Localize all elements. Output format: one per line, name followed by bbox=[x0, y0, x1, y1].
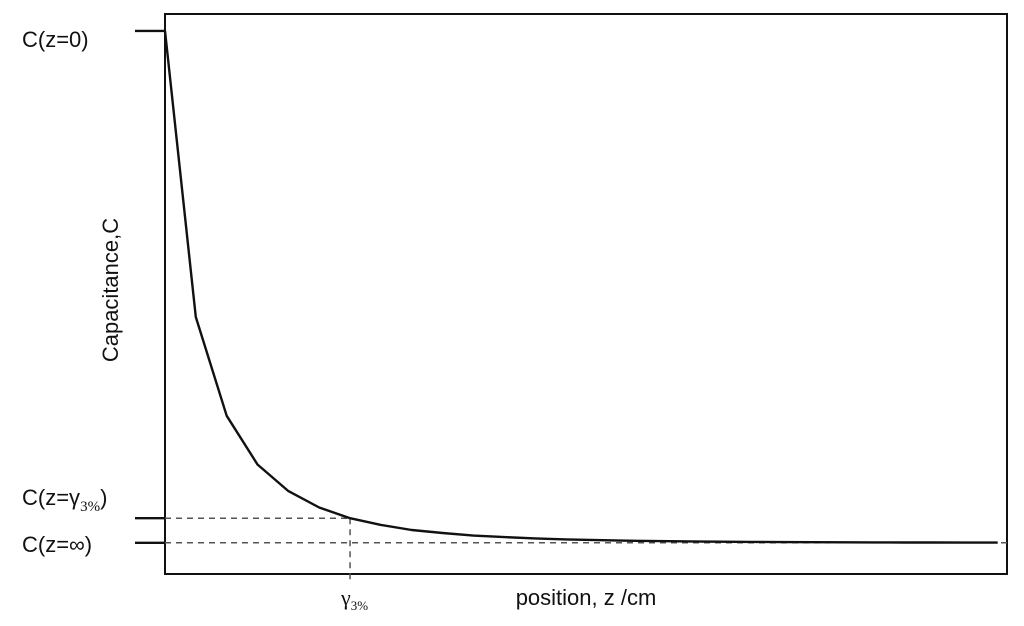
capacitance-curve bbox=[163, 30, 998, 544]
gamma-marker-label: γ3% bbox=[340, 585, 368, 613]
guide-lines bbox=[165, 517, 1007, 584]
x-axis-label: position, z /cm bbox=[516, 585, 657, 610]
y-axis-label: Capacitance,C bbox=[98, 218, 123, 362]
plot-frame bbox=[164, 13, 1008, 575]
y-tick-label-cgamma: C(z=γ3%) bbox=[22, 485, 107, 515]
y-reference-ticks bbox=[135, 29, 165, 544]
y-tick-label-c0: C(z=0) bbox=[22, 27, 89, 52]
y-tick-label-cinf: C(z=∞) bbox=[22, 532, 92, 557]
